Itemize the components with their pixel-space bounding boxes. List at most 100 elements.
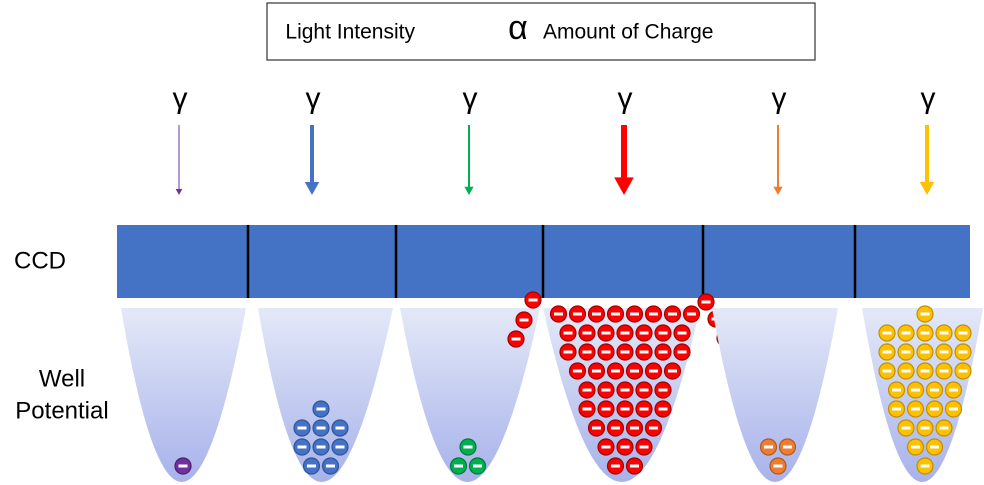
minus — [939, 426, 949, 430]
minus — [335, 426, 345, 430]
minus — [611, 464, 620, 468]
arrow-head — [464, 186, 474, 195]
minus — [554, 312, 563, 316]
minus — [592, 369, 601, 373]
well-label: Well — [39, 365, 85, 392]
minus — [620, 407, 630, 411]
minus — [701, 300, 711, 304]
minus — [639, 350, 649, 354]
minus — [920, 426, 930, 430]
minus — [658, 331, 668, 335]
minus — [639, 445, 649, 449]
minus — [592, 312, 601, 316]
photon: γ — [173, 82, 188, 115]
minus — [463, 445, 473, 449]
minus — [930, 388, 939, 392]
photon: γ — [772, 82, 787, 115]
minus — [611, 312, 620, 316]
minus — [649, 426, 658, 430]
title-symbol: α — [508, 9, 528, 47]
minus — [601, 388, 611, 392]
minus — [573, 312, 582, 316]
minus — [620, 445, 630, 449]
well-label: Potential — [15, 397, 108, 424]
minus — [316, 445, 326, 449]
minus — [573, 369, 582, 373]
minus — [939, 369, 949, 373]
minus — [620, 331, 630, 335]
minus — [326, 464, 335, 468]
minus — [901, 426, 911, 430]
minus — [582, 350, 592, 354]
title-right: Amount of Charge — [543, 21, 713, 44]
minus — [668, 369, 677, 373]
title-left: Light Intensity — [285, 21, 415, 44]
minus — [601, 445, 611, 449]
minus — [920, 369, 930, 373]
photon: γ — [618, 82, 633, 115]
minus — [611, 426, 620, 430]
minus — [630, 369, 639, 373]
minus — [601, 407, 611, 411]
minus — [454, 464, 463, 468]
well — [400, 308, 540, 482]
minus — [307, 464, 316, 468]
minus — [620, 388, 630, 392]
minus — [582, 388, 592, 392]
minus — [920, 350, 930, 354]
well — [258, 308, 393, 482]
minus — [939, 331, 949, 335]
minus — [335, 445, 345, 449]
minus — [630, 426, 639, 430]
minus — [911, 445, 920, 449]
minus — [958, 350, 968, 354]
minus — [611, 369, 620, 373]
minus — [920, 312, 930, 316]
minus — [892, 407, 901, 411]
minus — [882, 350, 892, 354]
minus — [930, 445, 939, 449]
minus — [178, 464, 188, 468]
minus — [582, 407, 592, 411]
minus — [783, 445, 792, 449]
minus — [773, 464, 783, 468]
arrow-head — [304, 182, 320, 195]
photon: γ — [306, 82, 321, 115]
minus — [601, 331, 611, 335]
minus — [658, 350, 668, 354]
minus — [592, 426, 601, 430]
title-box — [266, 2, 816, 61]
minus — [630, 464, 639, 468]
minus — [958, 331, 968, 335]
photon: γ — [463, 82, 478, 115]
minus — [882, 369, 892, 373]
minus — [901, 350, 911, 354]
minus — [473, 464, 482, 468]
minus — [658, 388, 668, 392]
minus — [658, 407, 668, 411]
minus — [958, 369, 968, 373]
minus — [316, 407, 326, 411]
arrow-head — [773, 186, 783, 195]
minus — [639, 388, 649, 392]
arrow-head — [614, 177, 634, 195]
well — [121, 308, 246, 482]
minus — [920, 464, 930, 468]
minus — [930, 407, 939, 411]
minus — [297, 426, 307, 430]
ccd-label: CCD — [14, 247, 66, 274]
minus — [949, 407, 958, 411]
minus — [620, 350, 630, 354]
minus — [687, 312, 696, 316]
minus — [297, 445, 307, 449]
minus — [882, 331, 892, 335]
minus — [563, 331, 573, 335]
minus — [939, 350, 949, 354]
minus — [764, 445, 773, 449]
arrow-head — [175, 189, 183, 195]
minus — [920, 331, 930, 335]
minus — [901, 369, 911, 373]
minus — [668, 312, 677, 316]
